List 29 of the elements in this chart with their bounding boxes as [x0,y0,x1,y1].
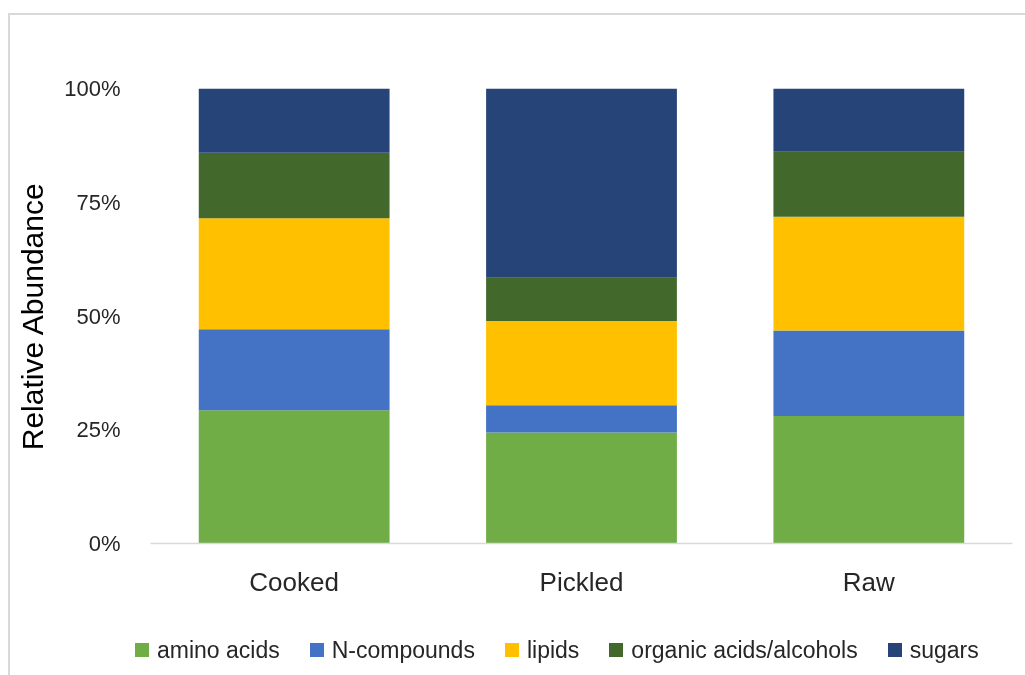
legend-label: N-compounds [331,635,475,665]
bar [198,410,390,544]
y-tick-label: 25% [76,417,121,443]
bar [486,321,677,406]
y-axis-title: Relative Abundance [16,183,50,451]
x-tick-label: Raw [842,566,896,597]
y-tick-label: 50% [76,303,121,329]
bar [198,152,390,219]
bar [198,88,390,153]
x-tick-label: Cooked [249,566,339,597]
legend-label: sugars [909,635,979,665]
legend-label: lipids [526,635,580,665]
y-tick-label: 75% [76,189,121,215]
bar [486,277,677,322]
bar [486,432,677,544]
legend-label: amino acids [157,635,280,665]
bar [773,330,965,417]
bar [486,88,677,278]
bar [773,151,965,217]
bar [198,218,390,330]
x-tick-label: Pickled [539,566,624,597]
y-tick-label: 0% [88,531,121,556]
y-tick-label: 100% [64,76,121,101]
legend-label: organic acids/alcohols [631,635,858,665]
bar [773,416,965,544]
bar [486,405,677,433]
bar [773,216,965,331]
bar [773,88,965,152]
bar [198,329,390,411]
